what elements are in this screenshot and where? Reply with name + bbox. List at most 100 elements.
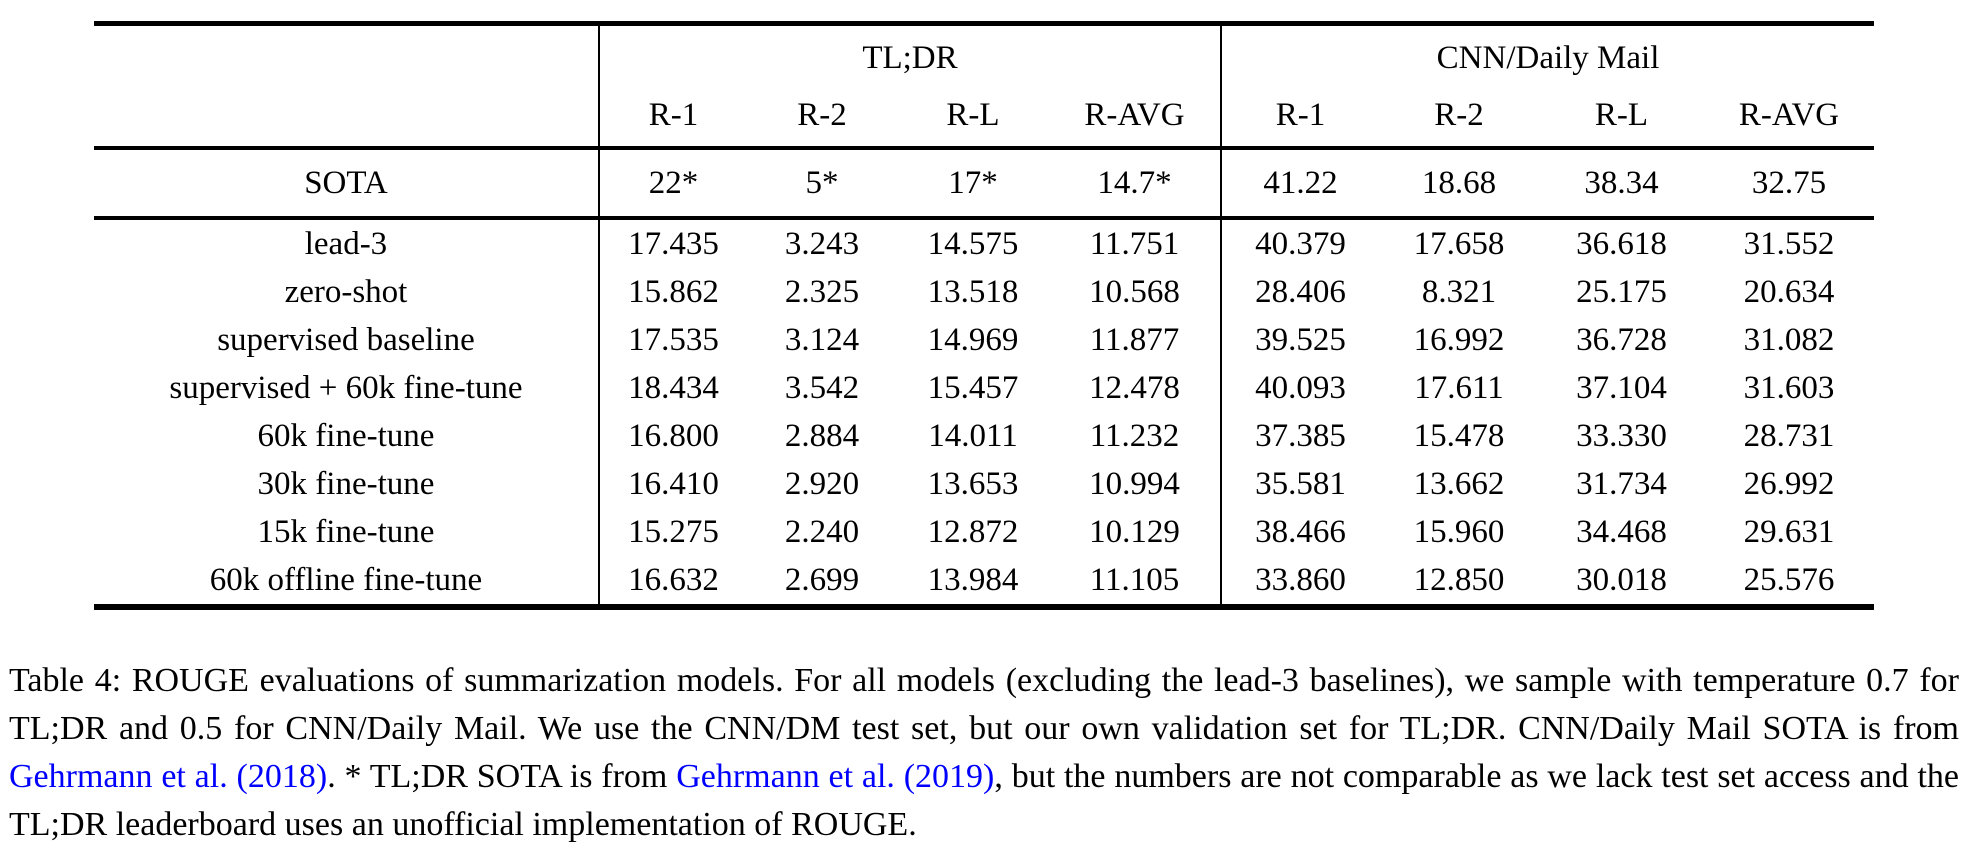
metric-value-cell: 3.542: [784, 369, 860, 406]
metric-value-cell: 39.525: [1219, 316, 1379, 364]
table-row-30k-fine-tune: 30k fine-tune 16.410 2.920 13.653 10.994 35.5…: [94, 460, 1874, 508]
table-row-supervised-baseline: supervised baseline 17.535 3.124 14.969 11.8…: [94, 316, 1874, 364]
metric-value-cell: 17.611: [1414, 369, 1504, 406]
models-section: lead-3 17.435 3.243 14.575 11.751 40.379 17.65…: [94, 218, 1874, 607]
metric-value-cell: 17.658: [1413, 225, 1505, 262]
column-group-tldr: TL;DR: [597, 23, 1221, 84]
column-header-r-avg: R-AVG: [1703, 84, 1875, 150]
metric-value-cell: 31.082: [1743, 321, 1835, 358]
row-label: 60k offline fine-tune: [209, 561, 483, 598]
caption-text: Table 4: ROUGE evaluations of summarizat…: [9, 662, 1959, 747]
citation-link[interactable]: (2018): [236, 758, 328, 795]
caption-text: , but the numbers are not comparable as …: [9, 758, 1960, 843]
caption-text: . * TL;DR SOTA is from: [327, 758, 677, 795]
metric-value-cell: 18.68: [1378, 148, 1539, 220]
metric-value-cell: 15.960: [1413, 513, 1505, 550]
row-label: lead-3: [304, 225, 388, 262]
metric-value-cell: 13.518: [927, 273, 1019, 310]
metric-value-cell: 15.862: [597, 268, 747, 316]
row-label: 30k fine-tune: [257, 465, 435, 502]
metric-value-cell: 31.734: [1576, 465, 1667, 502]
metric-value-cell: 10.568: [1089, 273, 1180, 310]
metric-value-cell: 16.632: [597, 556, 747, 607]
metric-value-cell: 3.124: [784, 321, 860, 358]
metric-value-cell: 31.552: [1743, 225, 1835, 262]
caption-text: [895, 758, 904, 795]
column-header-r-1: R-1: [1219, 84, 1379, 150]
metric-value-cell: 10.129: [1089, 513, 1180, 550]
metric-value-cell: 2.699: [784, 561, 860, 598]
table-row-zero-shot: zero-shot 15.862 2.325 13.518 10.568 28.406 8.…: [94, 268, 1874, 316]
metric-value-cell: 5*: [746, 148, 897, 220]
table-row-lead-3: lead-3 17.435 3.243 14.575 11.751 40.379 17.65…: [94, 218, 1874, 268]
metric-value-cell: 37.104: [1576, 369, 1667, 406]
metric-value-cell: 14.575: [927, 225, 1019, 262]
empty-corner-cell: [94, 24, 599, 85]
metric-value-cell: 11.232: [1089, 417, 1180, 454]
metric-value-cell: 2.325: [784, 273, 860, 310]
metric-value-cell: 33.860: [1219, 556, 1379, 607]
citation-link[interactable]: (2019): [903, 758, 995, 795]
citation-link[interactable]: Gehrmann et al.: [676, 758, 895, 795]
row-label: 60k fine-tune: [257, 417, 435, 454]
table-row-60k-fine-tune: 60k fine-tune 16.800 2.884 14.011 11.232 37.3…: [94, 412, 1874, 460]
metric-value-cell: 36.618: [1576, 225, 1667, 262]
column-header-r-2: R-2: [1378, 84, 1539, 150]
metric-value-cell: 31.603: [1743, 369, 1835, 406]
column-header-r-avg: R-AVG: [1048, 84, 1221, 150]
citation-link[interactable]: Gehrmann et al.: [9, 758, 228, 795]
metric-value-cell: 41.22: [1219, 148, 1379, 220]
table-row-60k-offline-fine-tune: 60k offline fine-tune 16.632 2.699 13.984 11…: [94, 556, 1874, 607]
metric-value-cell: 20.634: [1743, 273, 1835, 310]
metric-value-cell: 3.243: [784, 225, 860, 262]
row-label: supervised baseline: [217, 321, 475, 358]
metric-value-cell: 17.535: [597, 316, 747, 364]
row-label: zero-shot: [284, 273, 408, 310]
metric-value-cell: 12.478: [1089, 369, 1180, 406]
metric-value-cell: 40.379: [1219, 218, 1379, 268]
metric-value-cell: 11.105: [1089, 561, 1180, 598]
row-label: 15k fine-tune: [257, 513, 435, 550]
metric-value-cell: 14.011: [928, 417, 1018, 454]
column-header-r-2: R-2: [746, 84, 897, 150]
metric-value-cell: 15.275: [597, 508, 747, 556]
metric-value-cell: 17*: [896, 148, 1049, 220]
column-header-r-l: R-L: [896, 84, 1049, 150]
metric-value-cell: 37.385: [1219, 412, 1379, 460]
caption-text: [228, 758, 237, 795]
metric-value-cell: 16.410: [597, 460, 747, 508]
metric-value-cell: 25.175: [1576, 273, 1667, 310]
metric-value-cell: 13.662: [1413, 465, 1505, 502]
metric-value-cell: 25.576: [1743, 561, 1835, 598]
metric-value-cell: 16.992: [1413, 321, 1505, 358]
metric-value-cell: 10.994: [1089, 465, 1180, 502]
column-group-cnn-daily-mail: CNN/Daily Mail: [1219, 23, 1875, 84]
metric-value-cell: 38.34: [1538, 148, 1704, 220]
metric-value-cell: 15.478: [1413, 417, 1505, 454]
metric-value-cell: 32.75: [1703, 148, 1875, 220]
metric-value-cell: 17.435: [597, 218, 747, 268]
metric-header-row: R-1 R-2 R-L R-AVG R-1 R-2 R-L R-AVG: [93, 84, 1875, 150]
metric-value-cell: 38.466: [1219, 508, 1379, 556]
metric-value-cell: 12.850: [1413, 561, 1505, 598]
paper-page: TL;DR CNN/Daily Mail R-1 R-2 R-L R-AVG R-1 R-…: [0, 21, 1968, 846]
sota-section: SOTA 22* 5* 17* 14.7* 41.22 18.68 38.34 32.75: [93, 148, 1875, 220]
metric-value-cell: 29.631: [1743, 513, 1835, 550]
metric-value-cell: 30.018: [1576, 561, 1667, 598]
metric-value-cell: 13.984: [927, 561, 1019, 598]
empty-corner-cell: [93, 84, 599, 150]
metric-value-cell: 11.877: [1089, 321, 1180, 358]
metric-value-cell: 12.872: [927, 513, 1019, 550]
metric-value-cell: 18.434: [597, 364, 747, 412]
metric-value-cell: 28.731: [1743, 417, 1835, 454]
rouge-results-table: TL;DR CNN/Daily Mail R-1 R-2 R-L R-AVG R-1 R-…: [93, 21, 1875, 610]
metric-value-cell: 22*: [597, 148, 747, 220]
metric-value-cell: 33.330: [1576, 417, 1667, 454]
metric-value-cell: 40.093: [1219, 364, 1379, 412]
table-caption: Table 4: ROUGE evaluations of summarizat…: [9, 657, 1959, 846]
metric-value-cell: 14.969: [927, 321, 1019, 358]
metric-value-cell: 2.884: [784, 417, 860, 454]
row-label: supervised + 60k fine-tune: [169, 369, 523, 406]
metric-value-cell: 13.653: [927, 465, 1019, 502]
column-header-r-1: R-1: [597, 84, 747, 150]
